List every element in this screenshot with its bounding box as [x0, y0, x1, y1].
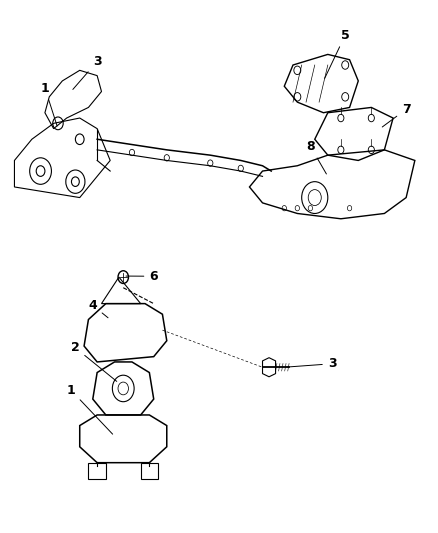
Text: 1: 1	[67, 384, 113, 434]
Text: 8: 8	[306, 140, 326, 174]
Text: 1: 1	[41, 82, 57, 126]
Text: 7: 7	[382, 103, 410, 127]
Text: 5: 5	[325, 28, 350, 78]
Bar	[141, 463, 158, 479]
Text: 6: 6	[126, 270, 158, 282]
Text: 3: 3	[287, 357, 336, 370]
Text: 3: 3	[73, 55, 102, 90]
Bar	[88, 463, 106, 479]
Text: 2: 2	[71, 341, 117, 382]
Text: 4: 4	[88, 299, 108, 318]
